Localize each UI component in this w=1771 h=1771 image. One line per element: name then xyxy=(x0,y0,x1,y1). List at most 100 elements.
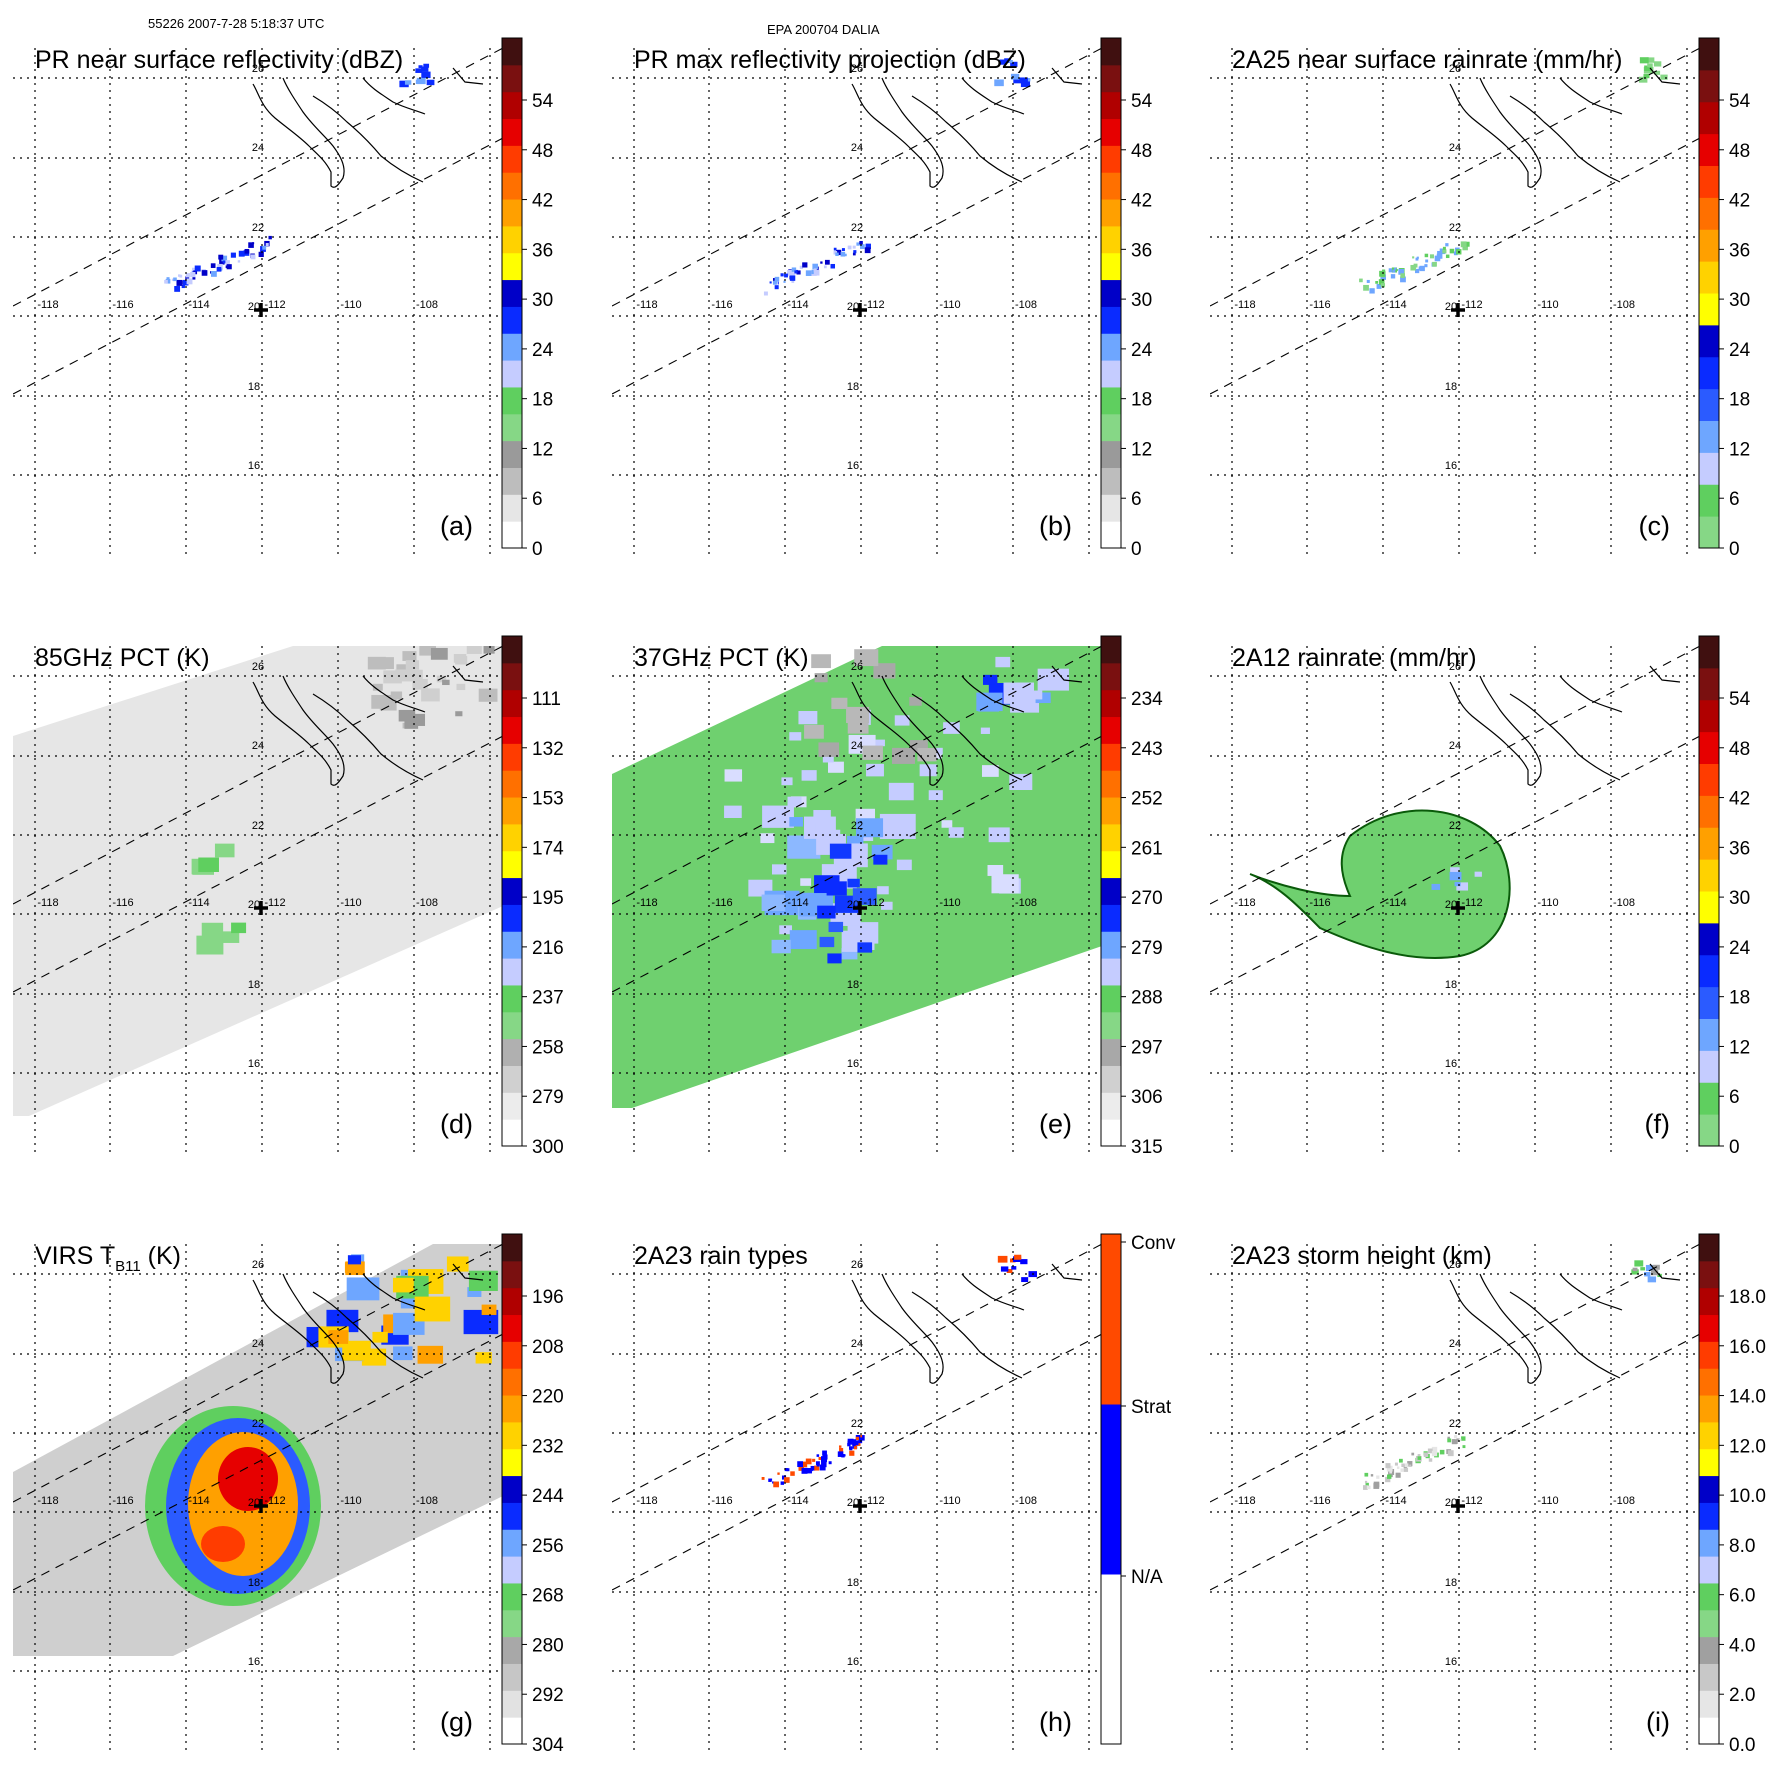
pr-echo-north xyxy=(416,77,426,85)
colorbar-frame xyxy=(1100,635,1122,1147)
storm-height-echo-north xyxy=(1640,1267,1646,1271)
panel-letter: (a) xyxy=(440,511,473,541)
colorbar-frame xyxy=(501,1233,523,1745)
rainrate-echo-north xyxy=(1643,74,1650,79)
pr-echo xyxy=(226,264,232,270)
colorbar-segment xyxy=(502,1717,522,1745)
rain-type-echo xyxy=(859,1434,863,1438)
colorbar-tick-label: 252 xyxy=(1131,789,1163,810)
colorbar-segment xyxy=(502,823,522,852)
rain-cell-moderate xyxy=(841,948,858,960)
rain-type-echo xyxy=(849,1450,855,1456)
rain-type-echo xyxy=(816,1463,820,1467)
pr-swath-edge xyxy=(13,137,503,395)
colorbar-h: Conv Strat N/A xyxy=(1100,1233,1176,1745)
colorbar-tick-label: 18 xyxy=(532,390,553,411)
tmi-swath-37 xyxy=(612,646,1102,1108)
storm-center-marker xyxy=(853,1499,867,1513)
rain-cell-north xyxy=(1029,690,1043,700)
pr-echo xyxy=(178,274,181,277)
pr-echo xyxy=(218,254,224,260)
rain-cell-moderate xyxy=(813,810,831,823)
colorbar-segment xyxy=(1699,827,1719,860)
rain-type-echo-north xyxy=(1021,1277,1029,1283)
coastline xyxy=(252,665,484,786)
storm-height-echo xyxy=(1431,1450,1438,1457)
rain-type-echo xyxy=(772,1481,775,1484)
colorbar-segment xyxy=(502,689,522,718)
panel-title: 85GHz PCT (K) xyxy=(35,644,210,672)
pr-echo xyxy=(824,259,830,265)
rain-type-echo xyxy=(853,1446,858,1450)
colorbar-tick-label: 16.0 xyxy=(1729,1337,1766,1358)
colorbar-segment xyxy=(1699,133,1719,166)
colorbar-tick-label: 0 xyxy=(1729,539,1740,560)
pr-swath-edge xyxy=(1210,1244,1700,1503)
colorbar-tick-label: 24 xyxy=(1729,340,1751,361)
colorbar-segment xyxy=(1101,1404,1121,1575)
land-gray-cell xyxy=(804,724,824,739)
cold-cloud-cell xyxy=(456,683,466,691)
rain-cell-light xyxy=(771,864,787,875)
colorbar-segment xyxy=(502,1448,522,1477)
rain-cell-north xyxy=(1037,668,1069,691)
storm-center-marker xyxy=(254,901,268,915)
storm-height-echo-north xyxy=(1647,1276,1657,1283)
colorbar-segment xyxy=(1699,954,1719,988)
rainrate-echo xyxy=(1415,257,1419,261)
rain-cell-north xyxy=(983,674,998,685)
colorbar-segment xyxy=(1699,69,1719,103)
colorbar-tick-label: 0 xyxy=(1729,1137,1740,1158)
colorbar-segment xyxy=(1101,1119,1121,1147)
storm-height-echo xyxy=(1461,1436,1466,1441)
pr-echo xyxy=(774,281,778,284)
colorbar-tick-label: 132 xyxy=(532,739,564,760)
rainrate-echo-north xyxy=(1647,63,1653,68)
colorbar-tick-label: 36 xyxy=(1729,240,1750,261)
rain-type-echo xyxy=(784,1468,788,1472)
colorbar-segment xyxy=(502,662,522,691)
rainrate-echo xyxy=(1395,269,1398,272)
longitude-label: -110 xyxy=(939,897,960,909)
colorbar-tick-label: 297 xyxy=(1131,1037,1163,1058)
rain-type-echo xyxy=(849,1447,853,1451)
colorbar-segment xyxy=(1699,516,1719,549)
coastline xyxy=(1449,1263,1681,1384)
colorbar-segment xyxy=(502,1690,522,1718)
colorbar-tick-label: 54 xyxy=(1729,91,1751,112)
colorbar-tick-label: 36 xyxy=(1729,838,1750,859)
pr-echo-north xyxy=(1025,77,1031,82)
pr-echo-north xyxy=(421,66,429,72)
colorbar-segment xyxy=(1699,1018,1719,1051)
pr-echo xyxy=(787,270,793,276)
coastline xyxy=(851,665,1083,786)
rainrate-echo xyxy=(1432,261,1437,267)
pr-echo xyxy=(852,245,856,249)
rain-type-echo-north xyxy=(1000,1266,1009,1272)
storm-height-echo xyxy=(1366,1485,1371,1490)
rainrate-echo xyxy=(1369,288,1375,294)
map-d: -118 -116 -114 -112 -110 -108 26 24 22 20 18 16 xyxy=(13,646,503,1155)
colorbar-segment xyxy=(502,1341,522,1369)
colorbar-segment xyxy=(1101,225,1121,254)
colorbar-segment xyxy=(1101,1065,1121,1093)
rain-cell-moderate xyxy=(779,925,792,935)
pr-echo xyxy=(780,273,784,277)
ice-scattering-cell xyxy=(201,922,224,938)
colorbar-segment xyxy=(1699,1529,1719,1557)
colorbar-tick-label: N/A xyxy=(1131,1567,1163,1588)
latitude-label: 22 xyxy=(1449,820,1461,832)
rain-type-echo xyxy=(797,1461,804,1468)
pr-echo xyxy=(812,263,818,270)
colorbar-tick-label: 196 xyxy=(532,1287,564,1308)
colorbar-tick-label: 10.0 xyxy=(1729,1486,1766,1507)
storm-height-echo xyxy=(1409,1464,1412,1467)
longitude-label: -116 xyxy=(112,1495,133,1507)
colorbar-segment xyxy=(1101,64,1121,93)
colorbar-segment xyxy=(1101,662,1121,691)
latitude-label: 16 xyxy=(248,1058,260,1070)
storm-height-echo-north xyxy=(1650,1270,1659,1276)
longitude-label: -112 xyxy=(264,299,285,311)
colorbar-segment xyxy=(1101,145,1121,173)
colorbar-segment xyxy=(1699,763,1719,796)
